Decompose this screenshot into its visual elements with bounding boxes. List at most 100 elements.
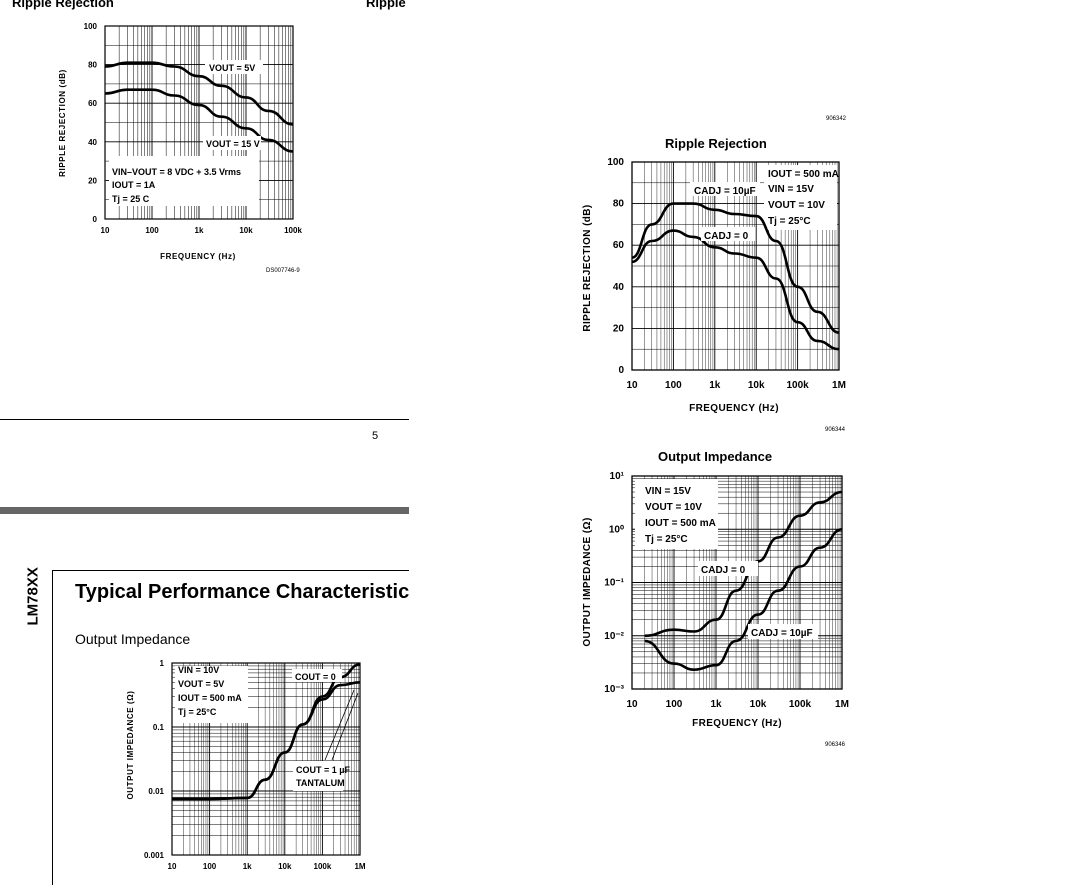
chart2-x-ticks: 10 100 1k 10k 100k 1M <box>626 380 846 391</box>
chart1-curve-label-5v: VOUT = 5V <box>209 63 255 73</box>
left-page-header: Ripple Rejection <box>12 0 114 10</box>
c2-y-tick-label: 60 <box>613 240 625 251</box>
chart3-x-ticks: 10 100 1k 10k 100k 1M <box>626 699 849 710</box>
c4-x-tick-label: 1M <box>354 862 365 871</box>
c1-x-tick-label: 10 <box>101 226 110 235</box>
chart1-condition-3: Tj = 25 C <box>112 194 150 204</box>
c4-series-1 <box>172 681 361 801</box>
c2-y-tick-label: 20 <box>613 323 625 334</box>
chart1-label-bg1 <box>205 60 263 74</box>
chart3-xlabel: FREQUENCY (Hz) <box>692 718 782 729</box>
chart4-leader-1 <box>324 689 355 761</box>
c2-x-tick-label: 1k <box>709 380 721 391</box>
chart3-label-bg1 <box>698 561 758 576</box>
c1-y-tick-label: 40 <box>88 138 97 147</box>
c4-x-tick-label: 100 <box>203 862 217 871</box>
page-rule <box>0 419 409 420</box>
svg-text:906342: 906342 <box>826 116 847 122</box>
c4-x-tick-label: 10k <box>278 862 292 871</box>
c1-y-tick-label: 80 <box>88 61 97 70</box>
chart3-condition-1: VIN = 15V <box>645 486 691 497</box>
chart3-condition-3: IOUT = 500 mA <box>645 518 716 529</box>
chart3-curve-label-cadj0: CADJ = 0 <box>701 565 746 576</box>
chart2-condition-2: VIN = 15V <box>768 184 814 195</box>
chart3-conditions-box <box>635 479 718 549</box>
c2-y-tick-label: 80 <box>613 199 625 210</box>
chart2-condition-3: VOUT = 10V <box>768 200 825 211</box>
chart2-xlabel: FREQUENCY (Hz) <box>689 403 779 414</box>
c2-y-tick-label: 0 <box>618 365 624 376</box>
c2-y-tick-label: 100 <box>607 157 624 168</box>
chart4-condition-2: VOUT = 5V <box>178 679 224 689</box>
left-page-header-right: Ripple <box>366 0 406 10</box>
c4-y-tick-label: 0.1 <box>153 723 165 732</box>
chart-ripple-rejection-2: CADJ = 10µF CADJ = 0 IOUT = 500 mA VIN =… <box>582 157 846 433</box>
chart3-ylabel: OUTPUT IMPEDANCE (Ω) <box>582 517 593 646</box>
chart4-curve-label-cout0: COUT = 0 <box>295 672 336 682</box>
chart4-conditions-box <box>175 666 248 723</box>
c3-y-tick-label: 10⁰ <box>609 524 624 535</box>
chart2-conditions-box <box>764 165 837 230</box>
chart2-frame <box>631 161 840 371</box>
section-top-rule <box>52 570 409 571</box>
chart2-label-bg2 <box>701 227 755 241</box>
c2-y-tick-label: 40 <box>613 282 625 293</box>
chart1-condition-1: VIN–VOUT = 8 VDC + 3.5 Vrms <box>112 167 241 177</box>
c3-y-tick-label: 10⁻¹ <box>604 578 624 589</box>
c1-series-0 <box>104 61 294 126</box>
c1-y-tick-label: 0 <box>93 215 98 224</box>
c1-x-tick-label: 1k <box>195 226 204 235</box>
c1-x-tick-label: 10k <box>239 226 253 235</box>
chart2-label-bg1 <box>690 182 760 196</box>
c1-y-tick-label: 100 <box>84 22 98 31</box>
chart1-y-ticks: 100 80 60 40 20 0 <box>84 22 98 224</box>
c3-y-tick-label: 10¹ <box>610 471 625 482</box>
chart4-y-ticks: 1 0.1 0.01 0.001 <box>144 659 165 860</box>
chart4-condition-4: Tj = 25°C <box>178 707 217 717</box>
c3-y-tick-label: 10⁻² <box>604 631 624 642</box>
chart4-leader-2 <box>331 692 359 761</box>
chart3-condition-4: Tj = 25°C <box>645 534 688 545</box>
chart1-xlabel: FREQUENCY (Hz) <box>160 252 236 261</box>
chart2-curve-label-cadj10: CADJ = 10µF <box>694 186 756 197</box>
chart3-label-bg2 <box>748 624 818 639</box>
c4-y-tick-label: 0.01 <box>148 787 164 796</box>
right-page-code-top: 906342 <box>826 116 847 122</box>
chart3-curve-label-cadj10: CADJ = 10µF <box>751 628 813 639</box>
sidebar-rule <box>52 570 53 885</box>
c3-y-tick-label: 10⁻³ <box>604 684 624 695</box>
c2-x-tick-label: 10k <box>748 380 765 391</box>
chart4-label-bg1 <box>292 669 342 682</box>
chart2-curve-label-cadj0: CADJ = 0 <box>704 231 749 242</box>
c3-x-tick-label: 100k <box>789 699 812 710</box>
c3-x-tick-label: 100 <box>666 699 683 710</box>
c4-x-tick-label: 10 <box>168 862 177 871</box>
c4-y-tick-label: 0.001 <box>144 851 165 860</box>
c3-series-1 <box>644 528 843 671</box>
chart4-title: Output Impedance <box>75 631 191 647</box>
chart2-ylabel: RIPPLE REJECTION (dB) <box>582 204 593 331</box>
chart3-condition-2: VOUT = 10V <box>645 502 702 513</box>
chart-output-impedance-2: CADJ = 0 CADJ = 10µF VIN = 15V VOUT = 10… <box>582 471 849 748</box>
chart2-y-ticks: 100 80 60 40 20 0 <box>607 157 624 376</box>
chart3-title: Output Impedance <box>658 449 773 464</box>
chart1-x-ticks: 10 100 1k 10k 100k <box>101 226 303 235</box>
chart4-curve-label-tantalum: TANTALUM <box>296 778 345 788</box>
sidebar-label: LM78XX <box>24 567 42 626</box>
c1-y-tick-label: 60 <box>88 99 97 108</box>
chart1-code: DS007746-9 <box>266 268 300 274</box>
chart4-label-bg2 <box>293 761 343 791</box>
page-divider <box>0 507 409 514</box>
c2-x-tick-label: 10 <box>626 380 638 391</box>
chart4-x-ticks: 10 100 1k 10k 100k 1M <box>168 862 366 871</box>
chart3-frame <box>631 475 843 690</box>
c1-x-tick-label: 100k <box>284 226 302 235</box>
chart1-curve-label-15v: VOUT = 15 V <box>206 139 260 149</box>
chart2-curves <box>631 202 840 351</box>
chart2-title: Ripple Rejection <box>665 136 767 151</box>
chart2-condition-4: Tj = 25°C <box>768 216 811 227</box>
chart4-curve-label-cout1: COUT = 1 µF <box>296 765 350 775</box>
chart1-condition-2: IOUT = 1A <box>112 180 156 190</box>
c2-series-1 <box>631 229 840 351</box>
chart4-frame <box>171 662 361 856</box>
